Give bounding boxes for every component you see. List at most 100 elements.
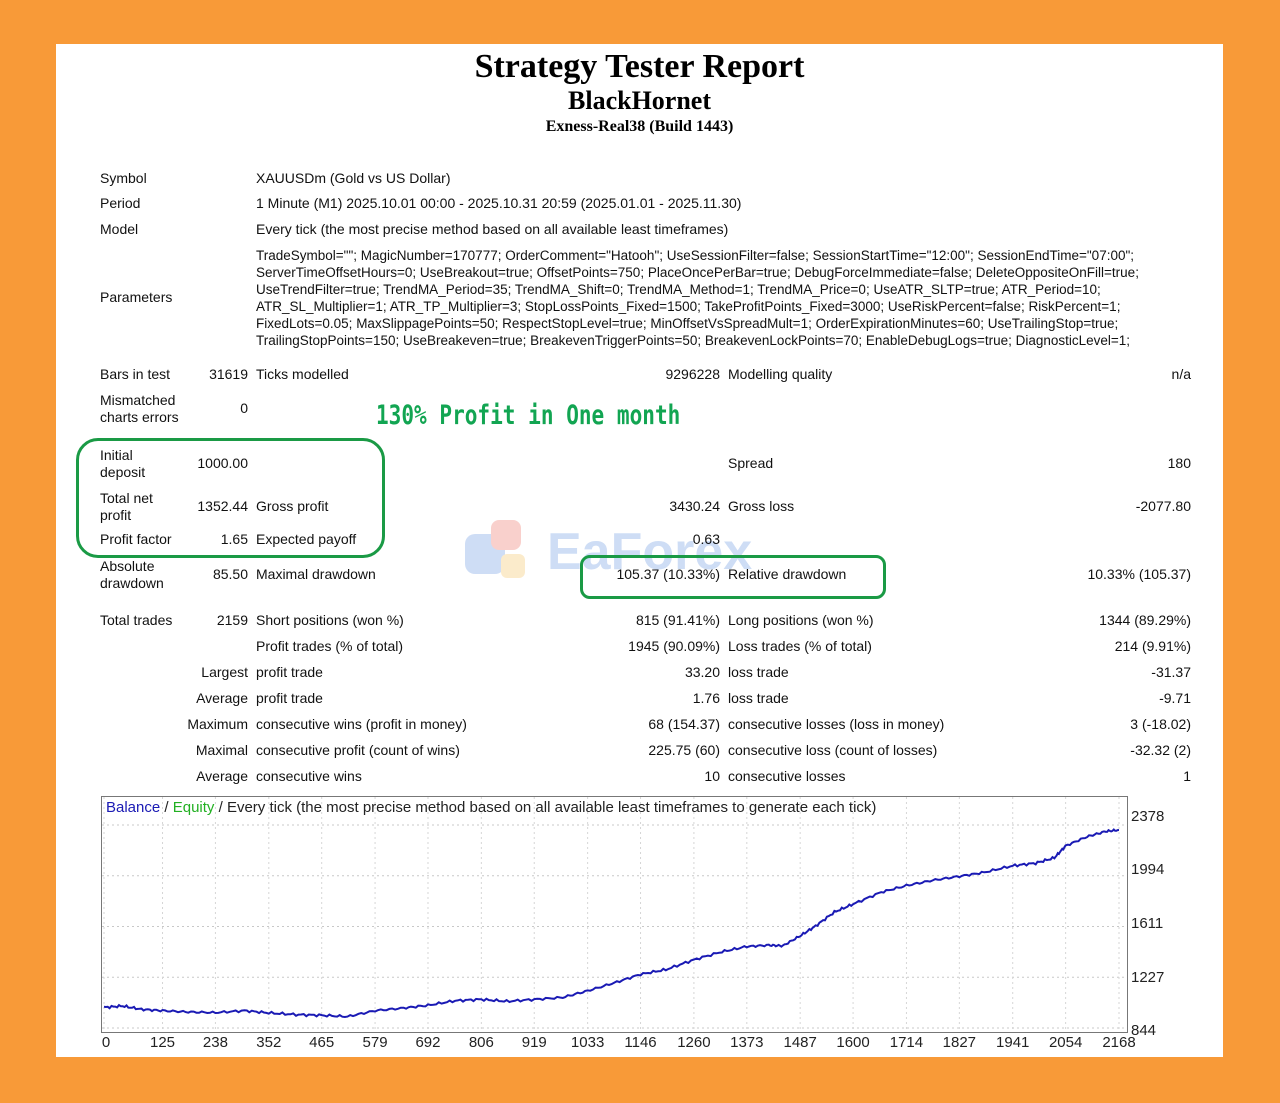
short-label: Short positions (won %) [256,612,404,628]
initial-value: 1000.00 [197,455,248,471]
x-tick-label: 2054 [1048,1034,1083,1051]
period-value: 1 Minute (M1) 2025.10.01 00:00 - 2025.10… [256,195,742,211]
max-dd-label: Maximal drawdown [256,566,376,582]
legend-model: Every tick (the most precise method base… [226,799,877,816]
largest-loss-label: loss trade [728,664,789,680]
maximal-cons-profit-label: consecutive profit (count of wins) [256,742,460,758]
x-tick-label: 579 [362,1034,388,1051]
maximal-label: Maximal [195,742,248,758]
quality-value: n/a [1171,366,1191,382]
rel-dd-label: Relative drawdown [728,566,847,582]
ep-label: Expected payoff [256,531,357,547]
balance-chart [101,796,1128,1033]
x-tick-label: 1373 [730,1034,764,1051]
quality-label: Modelling quality [728,366,833,382]
spread-value: 180 [1167,455,1191,471]
y-tick-label: 1611 [1131,915,1164,932]
report-page: Strategy Tester Report BlackHornet Exnes… [56,44,1223,1057]
initial-label-1: Initial [100,447,133,463]
chart-legend: Balance / Equity / Every tick (the most … [106,799,876,816]
pf-value: 1.65 [220,531,248,547]
model-value: Every tick (the most precise method base… [256,221,729,237]
avg-cons-losses-value: 1 [1183,768,1191,784]
net-label-2: profit [100,507,132,523]
parameters-value: TradeSymbol=""; MagicNumber=170777; Orde… [256,248,1139,348]
bars-value: 31619 [209,366,248,382]
highlight-oval-drawdown [580,555,886,599]
x-tick-label: 352 [256,1034,282,1051]
x-tick-label: 1714 [889,1034,924,1051]
ticks-label: Ticks modelled [256,366,349,382]
x-tick-label: 0 [101,1034,111,1051]
average-label: Average [196,690,248,706]
y-tick-label: 844 [1131,1022,1157,1039]
x-tick-label: 1260 [677,1034,711,1051]
x-tick-label: 465 [309,1034,335,1051]
report-title: Strategy Tester Report [474,48,805,85]
maximal-cons-profit-value: 225.75 (60) [648,742,720,758]
abs-dd-value: 85.50 [212,566,248,582]
long-value: 1344 (89.29%) [1099,612,1191,628]
x-tick-label: 125 [150,1034,176,1051]
net-value: 1352.44 [197,498,248,514]
symbol-value: XAUUSDm (Gold vs US Dollar) [256,170,451,186]
maximum-label: Maximum [187,716,248,732]
largest-profit-label: profit trade [256,664,323,680]
short-value: 815 (91.41%) [635,612,720,628]
gross-profit-value: 3430.24 [669,498,720,514]
avg-cons-losses-label: consecutive losses [728,768,846,784]
legend-separator-1: / [164,799,169,816]
average-profit-label: profit trade [256,690,323,706]
expert-name: BlackHornet [568,86,711,115]
legend-equity: Equity [172,799,215,816]
maximal-cons-loss-label: consecutive loss (count of losses) [728,742,938,758]
average-profit-value: 1.76 [692,690,720,706]
x-tick-label: 2168 [1102,1034,1136,1051]
loss-trades-value: 214 (9.91%) [1114,638,1191,654]
max-dd-value: 105.37 (10.33%) [616,566,720,582]
max-cons-losses-value: 3 (-18.02) [1130,716,1191,732]
y-tick-label: 1227 [1131,969,1165,986]
total-trades-label: Total trades [100,612,173,628]
mismatched-label-1: Mismatched [100,392,176,408]
average2-label: Average [196,768,248,784]
avg-cons-wins-value: 10 [704,768,720,784]
max-cons-wins-label: consecutive wins (profit in money) [256,716,467,732]
balance-series-line [103,828,1120,1019]
loss-trades-label: Loss trades (% of total) [728,638,872,654]
long-label: Long positions (won %) [728,612,874,628]
period-label: Period [100,195,141,211]
x-tick-label: 1487 [783,1034,817,1051]
ticks-value: 9296228 [665,366,720,382]
rel-dd-value: 10.33% (105.37) [1087,566,1191,582]
x-tick-label: 238 [202,1034,228,1051]
ep-value: 0.63 [692,531,720,547]
gross-loss-value: -2077.80 [1135,498,1191,514]
average-loss-value: -9.71 [1159,690,1191,706]
server-build: Exness-Real38 (Build 1443) [545,118,734,135]
abs-dd-label-1: Absolute [100,558,155,574]
x-tick-label: 806 [468,1034,494,1051]
avg-cons-wins-label: consecutive wins [256,768,362,784]
largest-label: Largest [201,664,248,680]
gross-profit-label: Gross profit [256,498,329,514]
largest-profit-value: 33.20 [684,664,720,680]
x-tick-label: 1941 [996,1034,1030,1051]
y-tick-label: 1994 [1131,861,1165,878]
x-tick-label: 1146 [624,1034,657,1051]
max-cons-wins-value: 68 (154.37) [648,716,720,732]
y-tick-label: 2378 [1131,808,1165,825]
pf-label: Profit factor [100,531,172,547]
net-label-1: Total net [100,490,153,506]
parameters-label: Parameters [100,289,173,305]
highlight-oval-profit [76,438,385,558]
abs-dd-label-2: drawdown [100,575,164,591]
average-loss-label: loss trade [728,690,789,706]
x-tick-label: 1600 [836,1034,870,1051]
maximal-cons-loss-value: -32.32 (2) [1130,742,1191,758]
bars-label: Bars in test [100,366,171,382]
max-cons-losses-label: consecutive losses (loss in money) [728,716,945,732]
mismatched-label-2: charts errors [100,409,179,425]
largest-loss-value: -31.37 [1151,664,1191,680]
x-tick-label: 1827 [942,1034,977,1051]
